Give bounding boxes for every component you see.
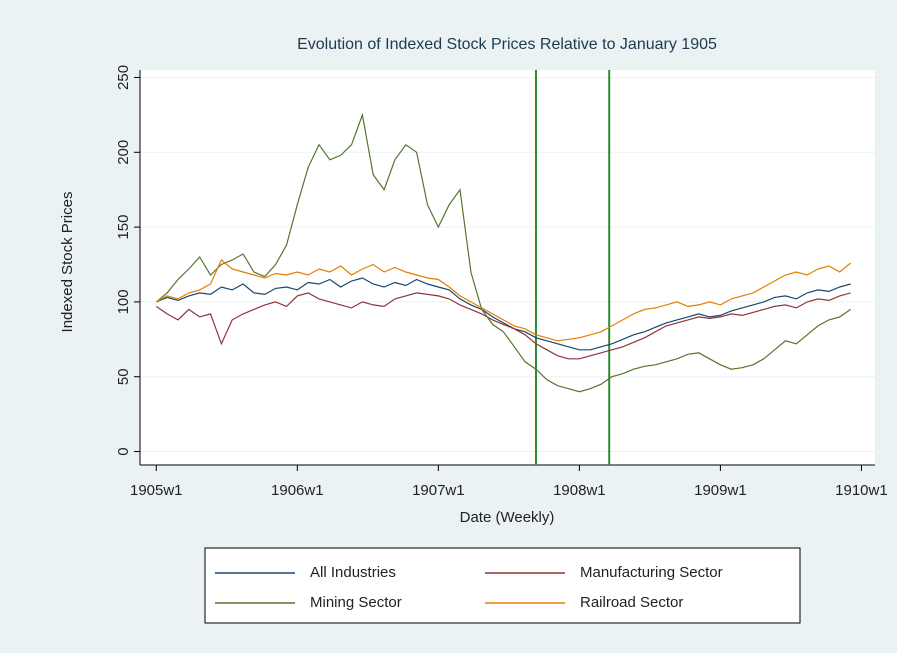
y-axis-title: Indexed Stock Prices (59, 192, 76, 333)
y-tick-label: 100 (115, 289, 132, 314)
plot-area (140, 70, 875, 465)
y-tick-label: 50 (115, 368, 132, 385)
x-tick-label: 1910w1 (835, 482, 888, 499)
chart-title: Evolution of Indexed Stock Prices Relati… (297, 36, 717, 53)
x-tick-label: 1905w1 (130, 482, 183, 499)
legend-label: Railroad Sector (580, 594, 683, 611)
x-axis-title: Date (Weekly) (460, 509, 555, 526)
series-line (156, 277, 851, 351)
series-line (156, 259, 851, 342)
y-tick-label: 250 (115, 65, 132, 90)
x-tick-label: 1907w1 (412, 482, 465, 499)
x-tick-label: 1909w1 (694, 482, 747, 499)
x-tick-label: 1906w1 (271, 482, 324, 499)
legend-label: Mining Sector (310, 594, 402, 611)
x-tick-label: 1908w1 (553, 482, 606, 499)
series-line (155, 112, 851, 393)
y-tick-label: 150 (115, 215, 132, 240)
legend-label: Manufacturing Sector (580, 564, 723, 581)
series-line (155, 292, 851, 360)
legend (204, 547, 801, 624)
y-tick-label: 0 (115, 447, 132, 455)
y-tick-label: 200 (115, 140, 132, 165)
legend-label: All Industries (310, 564, 396, 581)
